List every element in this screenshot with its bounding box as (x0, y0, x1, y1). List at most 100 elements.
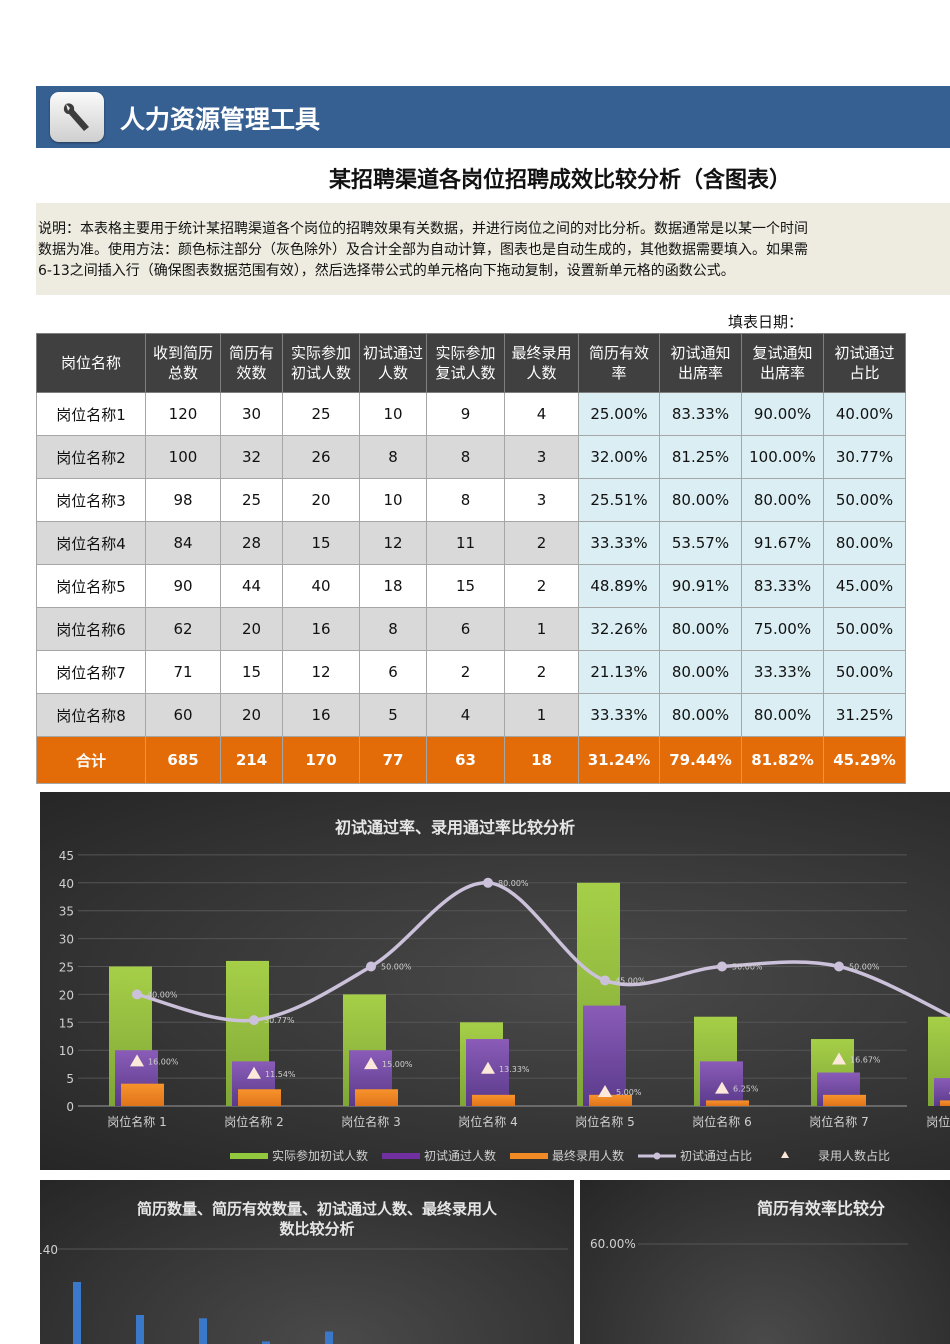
data-cell[interactable]: 25 (282, 392, 360, 436)
data-cell[interactable]: 33.33% (578, 521, 660, 565)
data-cell[interactable]: 45.00% (823, 564, 906, 608)
data-cell[interactable]: 25.51% (578, 478, 660, 522)
total-cell: 81.82% (741, 736, 824, 784)
instructions-note: 说明：本表格主要用于统计某招聘渠道各个岗位的招聘效果有关数据，并进行岗位之间的对… (36, 203, 950, 295)
data-cell[interactable]: 98 (145, 478, 221, 522)
data-cell[interactable]: 62 (145, 607, 221, 651)
position-name-cell[interactable]: 岗位名称5 (36, 564, 146, 608)
data-cell[interactable]: 15 (426, 564, 505, 608)
data-cell[interactable]: 2 (504, 650, 579, 694)
data-cell[interactable]: 20 (220, 693, 283, 737)
data-cell[interactable]: 10 (359, 478, 427, 522)
data-cell[interactable]: 4 (504, 392, 579, 436)
data-cell[interactable]: 48.89% (578, 564, 660, 608)
data-cell[interactable]: 30.77% (823, 435, 906, 479)
data-cell[interactable]: 83.33% (659, 392, 742, 436)
bar-resumes (262, 1341, 270, 1344)
data-cell[interactable]: 15 (282, 521, 360, 565)
data-cell[interactable]: 6 (426, 607, 505, 651)
data-cell[interactable]: 20 (220, 607, 283, 651)
data-cell[interactable]: 9 (426, 392, 505, 436)
data-cell[interactable]: 4 (426, 693, 505, 737)
data-cell[interactable]: 40.00% (823, 392, 906, 436)
data-cell[interactable]: 50.00% (823, 607, 906, 651)
data-cell[interactable]: 71 (145, 650, 221, 694)
data-cell[interactable]: 53.57% (659, 521, 742, 565)
data-cell[interactable]: 90.91% (659, 564, 742, 608)
data-cell[interactable]: 16 (282, 693, 360, 737)
data-cell[interactable]: 16 (282, 607, 360, 651)
data-cell[interactable]: 60 (145, 693, 221, 737)
data-cell[interactable]: 32 (220, 435, 283, 479)
data-cell[interactable]: 8 (426, 435, 505, 479)
position-name-cell[interactable]: 岗位名称4 (36, 521, 146, 565)
data-cell[interactable]: 21.13% (578, 650, 660, 694)
column-header-line: 占比 (849, 364, 880, 382)
total-cell: 合计 (36, 736, 146, 784)
marker-data-label: 13.33% (499, 1065, 530, 1074)
data-cell[interactable]: 2 (504, 521, 579, 565)
data-cell[interactable]: 25.00% (578, 392, 660, 436)
data-cell[interactable]: 90.00% (741, 392, 824, 436)
data-cell[interactable]: 100 (145, 435, 221, 479)
position-name-cell[interactable]: 岗位名称2 (36, 435, 146, 479)
data-cell[interactable]: 20 (282, 478, 360, 522)
data-cell[interactable]: 26 (282, 435, 360, 479)
data-cell[interactable]: 80.00% (741, 478, 824, 522)
data-cell[interactable]: 80.00% (741, 693, 824, 737)
data-cell[interactable]: 2 (426, 650, 505, 694)
data-cell[interactable]: 8 (426, 478, 505, 522)
data-cell[interactable]: 15 (220, 650, 283, 694)
data-cell[interactable]: 6 (359, 650, 427, 694)
marker-data-label: 16.67% (850, 1055, 881, 1064)
x-tick-label: 岗位名称 1 (107, 1114, 166, 1129)
data-cell[interactable]: 8 (359, 607, 427, 651)
data-cell[interactable]: 10 (359, 392, 427, 436)
data-cell[interactable]: 80.00% (659, 478, 742, 522)
data-cell[interactable]: 40 (282, 564, 360, 608)
bar-hired (823, 1094, 866, 1106)
data-cell[interactable]: 81.25% (659, 435, 742, 479)
data-cell[interactable]: 50.00% (823, 650, 906, 694)
data-cell[interactable]: 83.33% (741, 564, 824, 608)
data-cell[interactable]: 2 (504, 564, 579, 608)
data-cell[interactable]: 12 (359, 521, 427, 565)
data-cell[interactable]: 32.00% (578, 435, 660, 479)
data-cell[interactable]: 28 (220, 521, 283, 565)
data-cell[interactable]: 120 (145, 392, 221, 436)
data-cell[interactable]: 31.25% (823, 693, 906, 737)
data-cell[interactable]: 32.26% (578, 607, 660, 651)
position-name-cell[interactable]: 岗位名称8 (36, 693, 146, 737)
position-name-cell[interactable]: 岗位名称3 (36, 478, 146, 522)
data-cell[interactable]: 1 (504, 693, 579, 737)
data-cell[interactable]: 1 (504, 607, 579, 651)
column-header-line: 率 (611, 364, 627, 382)
data-cell[interactable]: 3 (504, 478, 579, 522)
data-cell[interactable]: 80.00% (659, 650, 742, 694)
data-cell[interactable]: 90 (145, 564, 221, 608)
data-cell[interactable]: 80.00% (659, 607, 742, 651)
bar-hired (238, 1089, 281, 1106)
data-cell[interactable]: 12 (282, 650, 360, 694)
data-cell[interactable]: 8 (359, 435, 427, 479)
data-cell[interactable]: 30 (220, 392, 283, 436)
data-cell[interactable]: 50.00% (823, 478, 906, 522)
data-cell[interactable]: 75.00% (741, 607, 824, 651)
data-cell[interactable]: 33.33% (578, 693, 660, 737)
data-cell[interactable]: 5 (359, 693, 427, 737)
data-cell[interactable]: 25 (220, 478, 283, 522)
position-name-cell[interactable]: 岗位名称6 (36, 607, 146, 651)
data-cell[interactable]: 3 (504, 435, 579, 479)
data-cell[interactable]: 33.33% (741, 650, 824, 694)
data-cell[interactable]: 11 (426, 521, 505, 565)
data-cell[interactable]: 84 (145, 521, 221, 565)
data-cell[interactable]: 80.00% (823, 521, 906, 565)
data-cell[interactable]: 91.67% (741, 521, 824, 565)
data-cell[interactable]: 44 (220, 564, 283, 608)
marker-hire-ratio (130, 1054, 144, 1067)
data-cell[interactable]: 100.00% (741, 435, 824, 479)
data-cell[interactable]: 80.00% (659, 693, 742, 737)
position-name-cell[interactable]: 岗位名称1 (36, 392, 146, 436)
data-cell[interactable]: 18 (359, 564, 427, 608)
position-name-cell[interactable]: 岗位名称7 (36, 650, 146, 694)
